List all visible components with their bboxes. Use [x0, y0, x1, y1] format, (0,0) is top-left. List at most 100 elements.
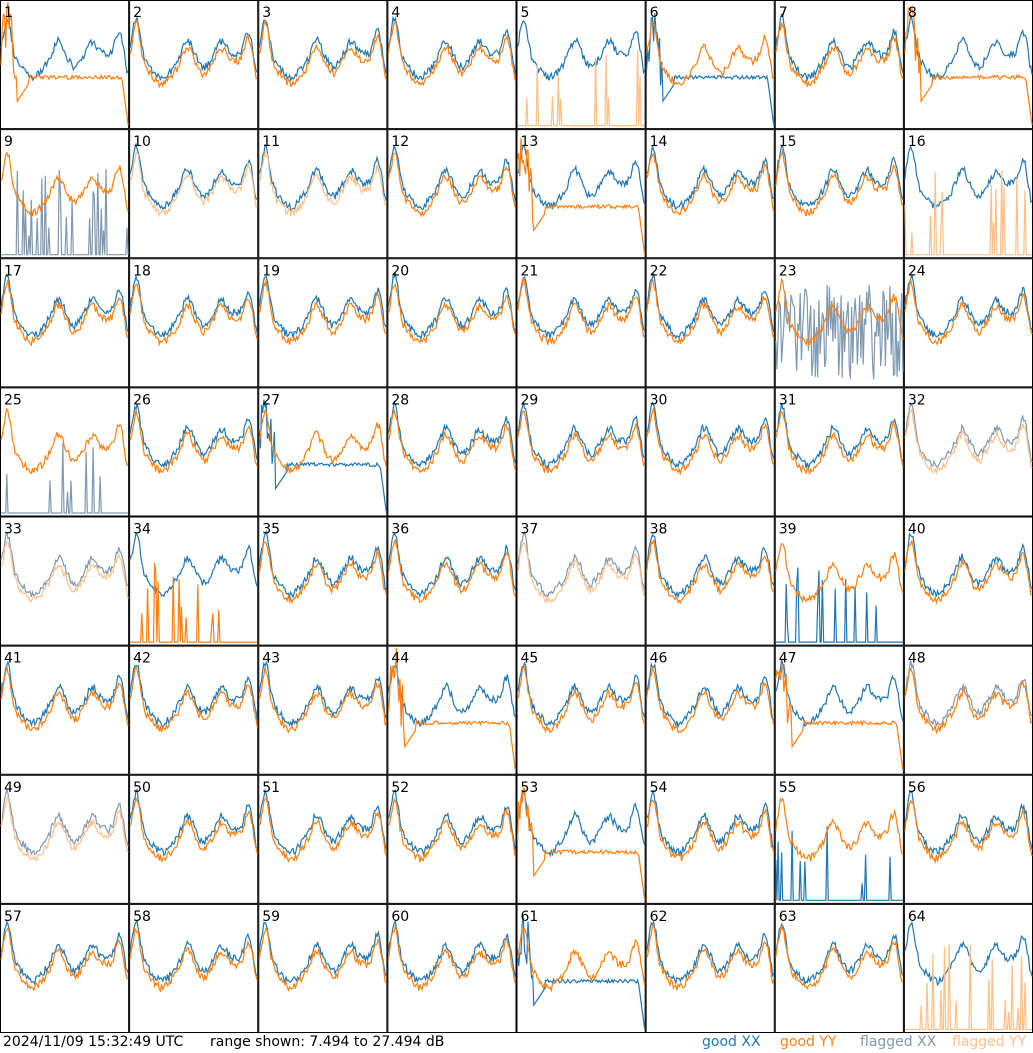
panel-label: 47 — [779, 651, 797, 667]
panel-label: 29 — [521, 392, 539, 408]
legend-good-yy: good YY — [780, 1034, 837, 1050]
panel-label: 11 — [262, 134, 280, 150]
series-yy-37 — [516, 542, 646, 605]
panel-22: 22 — [645, 258, 775, 388]
panel-31: 31 — [774, 387, 904, 517]
panel-frame — [645, 774, 775, 904]
panel-12: 12 — [387, 129, 517, 259]
series-yy-53 — [516, 787, 646, 900]
panel-36: 36 — [387, 516, 517, 646]
panel-label: 60 — [391, 909, 409, 925]
panel-label: 40 — [908, 522, 926, 538]
panel-54: 54 — [645, 774, 775, 904]
range-shown: range shown: 7.494 to 27.494 dB — [210, 1034, 445, 1050]
panel-label: 52 — [391, 780, 409, 796]
panel-29: 29 — [516, 387, 646, 517]
panel-frame — [387, 387, 517, 517]
panel-4: 4 — [387, 0, 517, 130]
panel-13: 13 — [516, 129, 646, 259]
panel-25: 25 — [0, 387, 130, 517]
panel-44: 44 — [387, 645, 517, 775]
panel-47: 47 — [774, 645, 904, 775]
series-yy-19 — [258, 280, 387, 345]
series-yy-5 — [517, 50, 645, 127]
series-yy-51 — [258, 796, 387, 863]
panel-11: 11 — [258, 129, 388, 259]
series-yy-12 — [387, 152, 517, 218]
series-yy-62 — [646, 923, 775, 991]
panel-frame — [645, 903, 775, 1033]
panel-frame — [387, 903, 517, 1033]
panel-frame — [645, 645, 775, 775]
panel-frame — [903, 516, 1033, 646]
legend-flagged-yy: flagged YY — [952, 1034, 1027, 1050]
series-xx-47 — [775, 659, 904, 728]
series-xx-5 — [516, 20, 646, 81]
panel-34: 34 — [129, 516, 259, 646]
series-xx-39 — [775, 567, 903, 643]
series-xx-57 — [0, 919, 129, 986]
panel-frame — [645, 516, 775, 646]
panel-16: 16 — [903, 129, 1033, 259]
panel-frame — [129, 258, 259, 388]
series-yy-55 — [775, 797, 904, 862]
panel-52: 52 — [387, 774, 517, 904]
panel-frame — [129, 645, 259, 775]
series-yy-34 — [130, 563, 258, 643]
panel-3: 3 — [258, 0, 388, 130]
series-yy-1 — [0, 2, 129, 125]
panel-label: 7 — [779, 5, 788, 21]
panel-frame — [258, 387, 388, 517]
series-xx-45 — [516, 661, 646, 726]
series-xx-20 — [387, 272, 516, 342]
series-xx-55 — [775, 826, 903, 901]
series-xx-51 — [258, 788, 387, 855]
panel-label: 19 — [262, 263, 280, 279]
panel-17: 17 — [0, 258, 130, 388]
series-yy-35 — [258, 541, 387, 605]
panel-label: 38 — [650, 522, 668, 538]
panel-57: 57 — [0, 903, 130, 1033]
panel-frame — [258, 129, 388, 259]
series-yy-38 — [646, 539, 775, 605]
panel-frame — [516, 387, 646, 517]
panel-51: 51 — [258, 774, 388, 904]
series-xx-30 — [646, 401, 775, 469]
panel-frame — [774, 387, 904, 517]
series-yy-28 — [388, 408, 517, 474]
series-xx-50 — [129, 788, 258, 857]
panel-label: 9 — [4, 134, 13, 150]
panel-15: 15 — [774, 129, 904, 259]
legend-good-xx: good XX — [702, 1034, 761, 1050]
panel-label: 33 — [4, 522, 22, 538]
series-yy-11 — [259, 151, 387, 217]
series-yy-49 — [0, 795, 129, 861]
series-yy-64 — [904, 944, 1032, 1031]
series-xx-17 — [0, 275, 129, 338]
panel-label: 24 — [908, 263, 926, 279]
timestamp: 2024/11/09 15:32:49 UTC — [3, 1034, 184, 1050]
series-yy-42 — [129, 664, 258, 733]
series-xx-33 — [0, 531, 129, 598]
panel-62: 62 — [645, 903, 775, 1033]
panel-frame — [774, 903, 904, 1033]
series-yy-56 — [904, 799, 1033, 865]
series-xx-3 — [258, 19, 387, 83]
panel-26: 26 — [129, 387, 259, 517]
panel-label: 20 — [391, 263, 409, 279]
series-xx-19 — [258, 275, 387, 339]
series-yy-16 — [904, 170, 1032, 256]
panel-label: 36 — [391, 522, 409, 538]
series-xx-49 — [0, 787, 129, 856]
series-xx-24 — [904, 273, 1033, 338]
panel-label: 6 — [650, 5, 659, 21]
panel-64: 64 — [903, 903, 1033, 1033]
panel-label: 58 — [133, 909, 151, 925]
series-yy-6 — [646, 21, 775, 86]
panel-label: 18 — [133, 263, 151, 279]
panel-label: 48 — [908, 651, 926, 667]
series-xx-2 — [129, 15, 258, 82]
panel-frame — [774, 774, 904, 904]
panel-label: 22 — [650, 263, 668, 279]
